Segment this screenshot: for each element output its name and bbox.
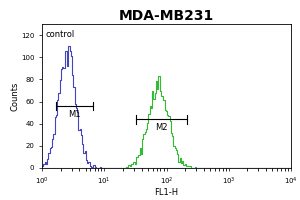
- Y-axis label: Counts: Counts: [11, 81, 20, 111]
- X-axis label: FL1-H: FL1-H: [154, 188, 178, 197]
- Text: control: control: [46, 30, 75, 39]
- Text: M1: M1: [68, 110, 81, 119]
- Title: MDA-MB231: MDA-MB231: [119, 9, 214, 23]
- Text: M2: M2: [155, 123, 167, 132]
